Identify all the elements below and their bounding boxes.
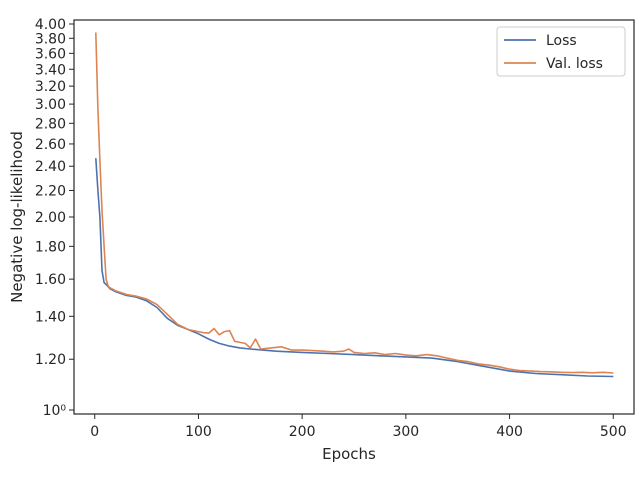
y-tick-label: 1.80 [35,239,66,255]
y-tick-label: 3.40 [35,62,66,78]
y-axis: 10⁰ 1.20 1.40 1.60 1.80 2.00 2.20 2.40 2.60 2.80 3… [35,17,74,419]
y-tick-label: 1.40 [35,309,66,325]
y-tick-label: 2.80 [35,116,66,132]
legend: Loss Val. loss [496,26,626,77]
y-tick-label: 2.20 [35,183,66,199]
x-tick-label: 200 [289,424,316,440]
series-line-val-loss [95,32,614,374]
plot-background [74,20,634,414]
x-axis-label: Epochs [322,445,376,463]
y-tick-label: 2.00 [35,210,66,226]
y-axis-label: Negative log-likelihood [8,131,26,303]
x-tick-label: 400 [496,424,523,440]
y-tick-label: 10⁰ [43,403,67,419]
x-axis: 0 100 200 300 400 500 [90,414,627,440]
legend-label: Val. loss [546,56,603,72]
x-tick-label: 500 [600,424,627,440]
y-tick-label: 4.00 [35,17,66,33]
y-tick-label: 3.20 [35,79,66,95]
x-tick-label: 100 [185,424,212,440]
y-tick-label: 1.60 [35,272,66,288]
y-tick-label: 2.40 [35,159,66,175]
y-tick-label: 1.20 [35,352,66,368]
y-tick-label: 2.60 [35,137,66,153]
y-tick-label: 3.80 [35,31,66,47]
y-tick-label: 3.00 [35,97,66,113]
y-tick-label: 3.60 [35,46,66,62]
x-tick-label: 300 [392,424,419,440]
legend-label: Loss [546,33,577,49]
x-tick-label: 0 [90,424,99,440]
series-layer [95,32,614,378]
